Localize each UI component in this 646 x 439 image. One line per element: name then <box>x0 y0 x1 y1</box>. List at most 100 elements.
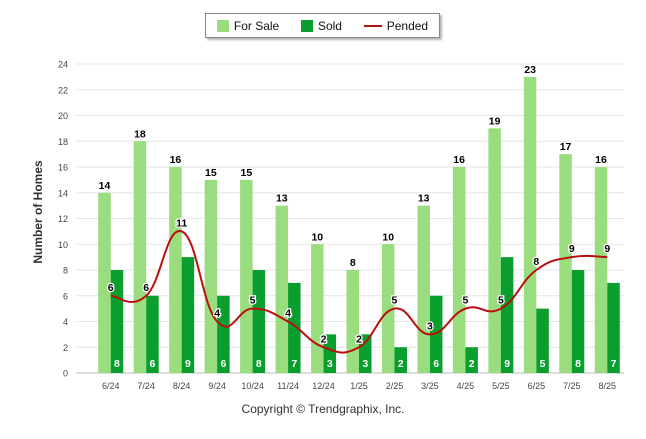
data-label-for-sale: 10 <box>382 231 394 243</box>
bar-for-sale <box>488 128 501 373</box>
y-tick-label: 10 <box>58 240 68 250</box>
bar-for-sale <box>169 167 182 373</box>
data-label-sold: 9 <box>504 358 510 370</box>
data-label-pended: 3 <box>427 320 433 332</box>
y-tick-label: 2 <box>63 343 68 353</box>
bar-sold <box>146 295 159 373</box>
copyright-footer: Copyright © Trendgraphix, Inc. <box>241 402 405 416</box>
x-tick-label: 9/24 <box>208 381 226 391</box>
data-label-for-sale: 13 <box>276 193 288 205</box>
x-tick-label: 1/25 <box>350 381 368 391</box>
x-tick-label: 5/25 <box>492 381 510 391</box>
x-tick-label: 3/25 <box>421 381 439 391</box>
bar-for-sale <box>417 205 430 373</box>
bar-for-sale <box>381 244 395 373</box>
data-label-pended: 11 <box>176 217 187 229</box>
data-label-for-sale: 15 <box>205 167 217 179</box>
bar-sold <box>288 282 301 373</box>
y-tick-label: 14 <box>58 188 68 198</box>
bar-for-sale <box>275 205 289 373</box>
bar-for-sale <box>559 154 572 373</box>
data-label-sold: 3 <box>362 358 368 370</box>
data-label-sold: 8 <box>114 358 120 370</box>
x-tick-label: 6/24 <box>102 381 120 391</box>
data-label-sold: 5 <box>540 358 546 370</box>
bar-sold <box>181 257 195 373</box>
y-tick-label: 16 <box>58 163 68 173</box>
legend-label-for-sale: For Sale <box>233 18 280 33</box>
bar-for-sale <box>346 270 359 373</box>
bar-for-sale <box>204 179 218 373</box>
data-label-sold: 6 <box>433 358 439 370</box>
data-label-pended: 2 <box>321 333 327 345</box>
x-tick-label: 2/25 <box>386 381 404 391</box>
bar-sold <box>571 270 585 373</box>
data-label-for-sale: 23 <box>524 64 536 76</box>
y-tick-label: 20 <box>58 111 68 121</box>
bar-for-sale <box>133 141 147 373</box>
data-label-sold: 7 <box>611 358 617 370</box>
y-axis-label: Number of Homes <box>31 160 45 264</box>
y-tick-label: 6 <box>63 291 68 301</box>
bar-sold <box>465 347 478 373</box>
bar-for-sale <box>240 179 253 373</box>
data-label-pended: 5 <box>250 295 256 307</box>
data-label-for-sale: 13 <box>418 193 430 205</box>
data-label-sold: 3 <box>327 358 333 370</box>
bar-sold <box>536 308 549 373</box>
legend-label-pended: Pended <box>386 18 429 33</box>
data-label-for-sale: 16 <box>453 154 465 166</box>
data-label-pended: 9 <box>604 243 610 255</box>
bar-for-sale <box>311 244 324 373</box>
y-tick-label: 24 <box>58 60 68 70</box>
x-tick-label: 11/24 <box>277 381 299 391</box>
data-label-pended: 8 <box>533 256 539 268</box>
data-label-sold: 6 <box>220 358 226 370</box>
legend-swatch-pended <box>363 24 382 27</box>
data-label-for-sale: 15 <box>241 167 253 179</box>
data-label-pended: 4 <box>285 308 291 320</box>
y-tick-label: 22 <box>58 85 68 95</box>
bar-sold <box>323 334 337 373</box>
x-tick-label: 7/25 <box>563 381 581 391</box>
data-label-pended: 6 <box>143 282 149 294</box>
line-pended <box>110 230 608 354</box>
legend-label-sold: Sold <box>317 18 342 33</box>
y-tick-label: 0 <box>63 369 68 379</box>
bar-for-sale <box>594 167 608 373</box>
bar-for-sale <box>98 192 111 373</box>
data-label-sold: 6 <box>150 358 156 370</box>
bar-sold <box>394 347 407 373</box>
legend-swatch-sold <box>300 19 313 32</box>
data-label-for-sale: 16 <box>170 154 182 166</box>
data-label-for-sale: 14 <box>99 180 111 192</box>
legend-item-pended: Pended <box>363 18 429 33</box>
x-tick-label: 7/24 <box>137 381 155 391</box>
data-label-pended: 2 <box>356 333 362 345</box>
data-label-pended: 9 <box>569 243 575 255</box>
data-label-for-sale: 10 <box>311 231 323 243</box>
y-tick-label: 18 <box>58 137 68 147</box>
x-tick-label: 6/25 <box>528 381 546 391</box>
y-tick-label: 4 <box>63 317 68 327</box>
x-tick-label: 8/24 <box>173 381 191 391</box>
x-tick-label: 8/25 <box>599 381 617 391</box>
data-label-pended: 6 <box>108 282 114 294</box>
data-label-sold: 8 <box>575 358 581 370</box>
legend-item-for-sale: For Sale <box>216 18 280 33</box>
data-label-for-sale: 19 <box>489 115 501 127</box>
legend: For Sale Sold Pended <box>205 13 440 38</box>
data-label-sold: 2 <box>469 358 475 370</box>
bar-sold <box>500 257 514 373</box>
data-label-for-sale: 8 <box>350 257 356 269</box>
data-label-sold: 8 <box>256 358 262 370</box>
data-label-sold: 7 <box>291 358 297 370</box>
bar-sold <box>252 270 266 373</box>
x-tick-label: 12/24 <box>312 381 335 391</box>
bar-sold <box>429 295 443 373</box>
data-label-pended: 5 <box>462 295 468 307</box>
bar-sold <box>217 295 230 373</box>
x-tick-label: 4/25 <box>457 381 475 391</box>
